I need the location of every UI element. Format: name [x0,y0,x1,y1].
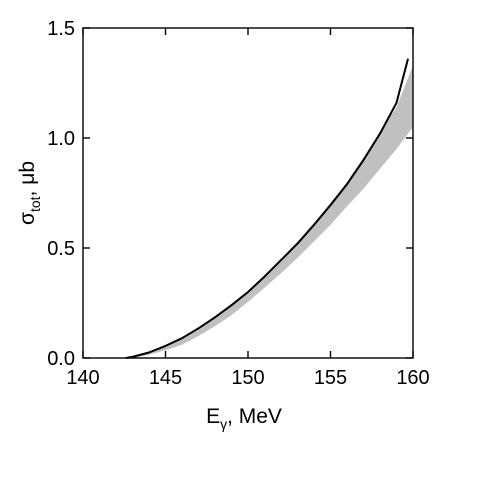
y-axis-label-sub: tot [27,196,43,212]
x-tick-label: 140 [66,367,99,389]
x-axis-label: Eγ, MeV [206,405,282,432]
y-axis-label: σtot, μb [16,161,43,225]
y-tick-label: 0.5 [47,238,75,260]
y-tick-label: 0.0 [47,348,75,370]
y-tick-label: 1.0 [47,128,75,150]
y-axis-label-main: σ [16,212,39,225]
y-tick-label: 1.5 [47,18,75,40]
x-tick-label: 155 [314,367,347,389]
x-tick-label: 150 [231,367,264,389]
x-axis-label-main: E [206,405,220,428]
x-tick-label: 145 [149,367,182,389]
x-axis-label-rest: , MeV [227,405,282,428]
axis-ticks: 140 145 150 155 160 0.0 0.5 1.0 1.5 [47,18,430,389]
uncertainty-band [132,65,413,359]
plot-frame [82,27,414,359]
y-axis-label-rest: , μb [16,161,39,196]
x-axis-label-sub: γ [220,416,227,432]
series-line [125,58,409,359]
x-tick-label: 160 [396,367,429,389]
plot-area [125,58,413,359]
